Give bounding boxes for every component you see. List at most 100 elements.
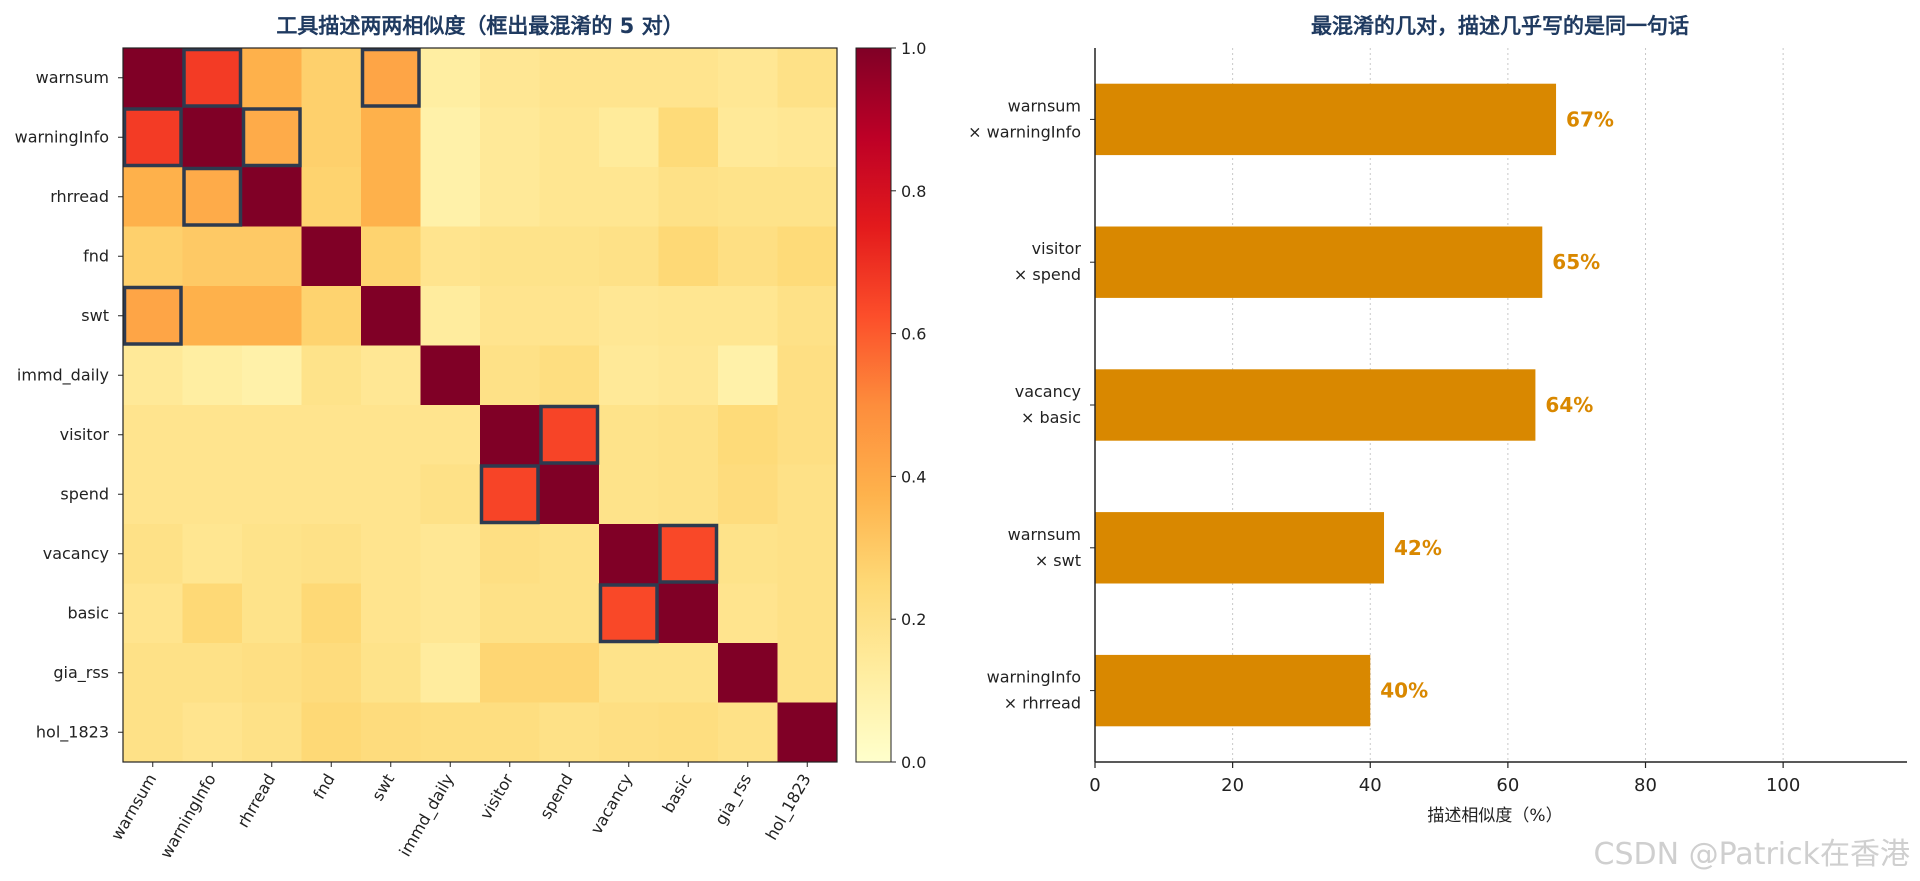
heatmap-cell-gia_rss-basic [658,643,719,703]
heatmap-cell-gia_rss-spend [539,643,600,703]
heatmap-cell-basic-vacancy [599,583,659,644]
heatmap-cell-immd_daily-warningInfo [182,345,243,406]
heatmap-cell-warningInfo-vacancy [599,107,659,168]
heatmap-x-tick-label: fnd [309,771,338,803]
heatmap-cell-visitor-vacancy [599,405,659,465]
heatmap-cell-fnd-basic [658,226,719,287]
heatmap-cell-vacancy-basic [658,524,719,584]
heatmap-cell-visitor-hol_1823 [777,405,838,465]
colorbar-tick-label: 1.0 [901,39,926,58]
heatmap-y-tick-label: rhrread [50,187,109,206]
heatmap-y-tick-label: warningInfo [15,127,109,146]
heatmap-cell-fnd-warnsum [123,226,183,287]
heatmap-x-tick-label: visitor [476,770,517,823]
heatmap-cell-swt-hol_1823 [777,286,838,346]
heatmap-cell-hol_1823-spend [539,702,600,763]
heatmap-cell-gia_rss-fnd [301,643,362,703]
heatmap-x-tick-label: basic [658,771,695,816]
heatmap-cell-warningInfo-immd_daily [420,107,481,168]
heatmap-cell-fnd-vacancy [599,226,659,287]
heatmap-cell-warnsum-warnsum [123,48,183,108]
heatmap-cell-warnsum-warningInfo [182,48,243,108]
heatmap-cell-visitor-fnd [301,405,362,465]
heatmap-cell-immd_daily-rhrread [242,345,302,406]
heatmap-cell-fnd-gia_rss [718,226,778,287]
heatmap-cell-warningInfo-basic [658,107,719,168]
heatmap-cell-rhrread-basic [658,167,719,227]
heatmap-cell-basic-warningInfo [182,583,243,644]
heatmap-cell-vacancy-immd_daily [420,524,481,584]
heatmap-cell-swt-spend [539,286,600,346]
heatmap-cell-basic-basic [658,583,719,644]
highlight-frame-basic-vacancy [598,583,659,644]
heatmap-cell-spend-warningInfo [182,464,243,525]
watermark: CSDN @Patrick在香港 [1593,837,1911,872]
heatmap-cell-warnsum-rhrread [242,48,302,108]
heatmap-cell-rhrread-gia_rss [718,167,778,227]
heatmap-cell-spend-vacancy [599,464,659,525]
heatmap-cell-visitor-immd_daily [420,405,481,465]
bar [1095,369,1536,441]
heatmap-cell-warnsum-vacancy [599,48,659,108]
heatmap-highlight-frames [122,47,719,644]
heatmap-cell-swt-warnsum [123,286,183,346]
heatmap-cell-swt-gia_rss [718,286,778,346]
highlight-frame-spend-visitor [479,464,540,525]
heatmap-y-tick-label: swt [81,306,109,325]
heatmap-cell-spend-fnd [301,464,362,525]
bar-y-tick-label: warnsum [1008,525,1081,544]
heatmap-cell-immd_daily-basic [658,345,719,406]
heatmap-cell-gia_rss-vacancy [599,643,659,703]
heatmap-cell-warnsum-basic [658,48,719,108]
colorbar-tick-label: 0.0 [901,753,926,772]
bar [1095,226,1543,298]
heatmap-cell-visitor-spend [539,405,600,465]
heatmap-cell-vacancy-warningInfo [182,524,243,584]
highlight-frame-swt-warnsum [122,285,183,346]
bar [1095,83,1557,156]
bar-y-ticks: warnsum × warningInfo visitor × spend vacanc… [968,96,1095,713]
bar-y-tick-label: warningInfo [987,668,1081,687]
heatmap-x-tick-label: hol_1823 [762,771,816,844]
heatmap-y-tick-label: vacancy [43,544,109,563]
heatmap-cell-hol_1823-vacancy [599,702,659,763]
heatmap-cell-immd_daily-immd_daily [420,345,481,406]
highlight-frame-rhrread-warningInfo [182,166,243,227]
highlight-frame-vacancy-basic [658,523,719,584]
heatmap-cell-warningInfo-fnd [301,107,362,168]
heatmap-cell-spend-warnsum [123,464,183,525]
highlight-frame-visitor-spend [539,404,600,465]
heatmap-cell-gia_rss-swt [361,643,421,703]
heatmap-cell-immd_daily-fnd [301,345,362,406]
heatmap-cell-gia_rss-immd_daily [420,643,481,703]
heatmap-cell-swt-visitor [480,286,540,346]
heatmap-cell-immd_daily-warnsum [123,345,183,406]
colorbar-ticks: 0.0 0.2 0.4 0.6 0.8 1.0 [891,39,926,772]
heatmap-cell-basic-visitor [480,583,540,644]
heatmap-cell-gia_rss-rhrread [242,643,302,703]
heatmap-cell-warnsum-visitor [480,48,540,108]
heatmap-cell-gia_rss-gia_rss [718,643,778,703]
bar-y-tick-label: × rhrread [1004,694,1081,713]
heatmap-cell-warningInfo-warningInfo [182,107,243,168]
heatmap-cell-basic-hol_1823 [777,583,838,644]
heatmap-cell-swt-rhrread [242,286,302,346]
heatmap-cell-fnd-warningInfo [182,226,243,287]
colorbar-tick-label: 0.6 [901,325,926,344]
heatmap-cell-warningInfo-spend [539,107,600,168]
colorbar-tick-label: 0.2 [901,610,926,629]
heatmap-cell-spend-gia_rss [718,464,778,525]
heatmap-cell-swt-warningInfo [182,286,243,346]
heatmap-cell-vacancy-warnsum [123,524,183,584]
heatmap-cell-spend-swt [361,464,421,525]
heatmap-cell-spend-basic [658,464,719,525]
heatmap-cell-visitor-visitor [480,405,540,465]
heatmap-cell-warningInfo-swt [361,107,421,168]
heatmap-x-tick-label: immd_daily [395,771,458,861]
heatmap-cell-immd_daily-swt [361,345,421,406]
heatmap-cell-fnd-spend [539,226,600,287]
heatmap-cell-rhrread-swt [361,167,421,227]
heatmap-cell-fnd-immd_daily [420,226,481,287]
heatmap-cell-rhrread-hol_1823 [777,167,838,227]
